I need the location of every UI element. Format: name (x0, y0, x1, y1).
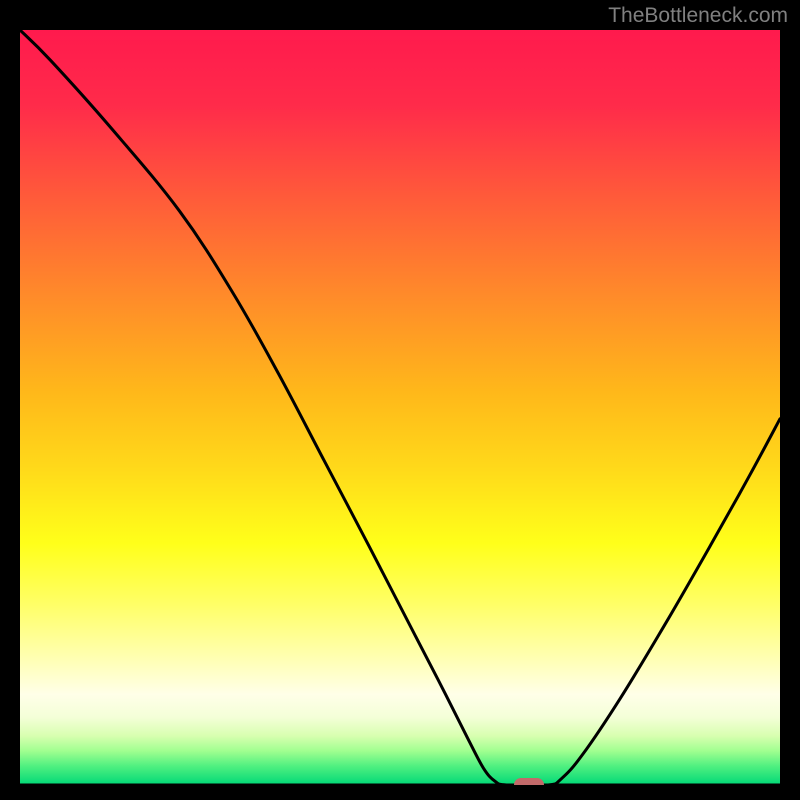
bottleneck-curve (20, 30, 780, 785)
plot-area (20, 30, 780, 785)
optimal-marker (514, 778, 544, 785)
curve-layer (20, 30, 780, 785)
watermark-text: TheBottleneck.com (608, 4, 788, 28)
chart-container: TheBottleneck.com (0, 0, 800, 800)
